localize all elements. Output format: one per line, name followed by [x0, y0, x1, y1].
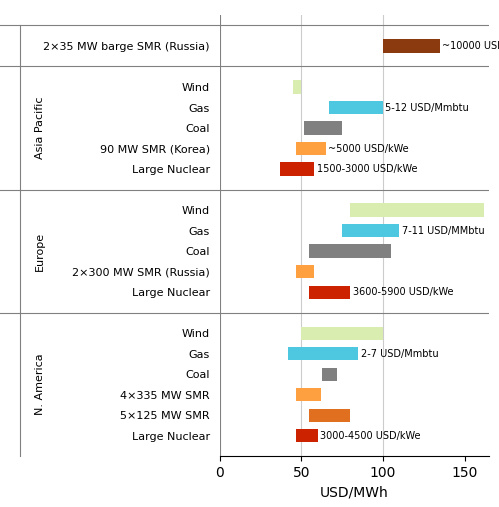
Text: Asia Pacific: Asia Pacific [35, 97, 45, 159]
Bar [296, 388, 321, 402]
Text: ~5000 USD/kWe: ~5000 USD/kWe [328, 143, 409, 154]
Bar [296, 429, 317, 443]
Text: ~10000 USD/kWe: ~10000 USD/kWe [443, 41, 499, 51]
Bar [383, 40, 440, 53]
Text: 5-12 USD/Mmbtu: 5-12 USD/Mmbtu [385, 102, 469, 113]
X-axis label: USD/MWh: USD/MWh [320, 486, 389, 499]
Bar [288, 347, 358, 360]
Text: Europe: Europe [35, 232, 45, 271]
Text: 3000-4500 USD/kWe: 3000-4500 USD/kWe [320, 431, 421, 441]
Bar [301, 327, 383, 340]
Text: 2-7 USD/Mmbtu: 2-7 USD/Mmbtu [361, 349, 439, 359]
Bar [350, 203, 484, 217]
Bar [309, 244, 391, 258]
Bar [280, 162, 314, 176]
Text: N. America: N. America [35, 354, 45, 415]
Bar [309, 409, 350, 422]
Bar [304, 121, 342, 135]
Bar [296, 265, 314, 278]
Text: 1500-3000 USD/kWe: 1500-3000 USD/kWe [317, 164, 417, 174]
Bar [342, 224, 399, 237]
Text: 3600-5900 USD/kWe: 3600-5900 USD/kWe [353, 287, 453, 297]
Bar [322, 368, 337, 381]
Bar [329, 101, 383, 114]
Bar [309, 285, 350, 299]
Bar [293, 80, 301, 94]
Bar [296, 142, 326, 155]
Text: 7-11 USD/MMbtu: 7-11 USD/MMbtu [402, 226, 484, 236]
